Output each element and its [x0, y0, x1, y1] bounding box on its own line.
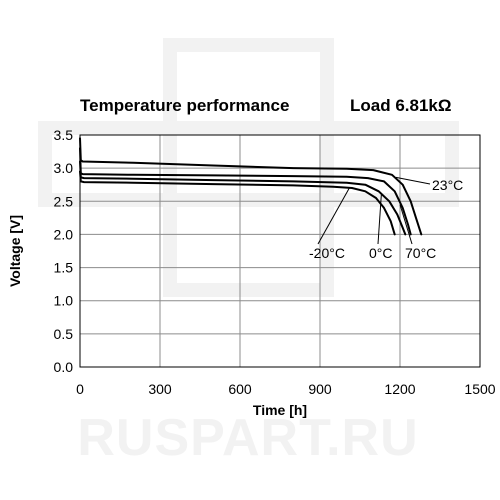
series-label-0c: 0°C	[369, 245, 393, 261]
y-tick-label: 2.5	[54, 193, 74, 209]
y-tick-label: 1.0	[54, 293, 74, 309]
y-axis-title: Voltage [V]	[7, 215, 23, 287]
y-tick-label: 1.5	[54, 260, 74, 276]
y-tick-label: 2.0	[54, 226, 74, 242]
watermark: RUSPART.RU	[38, 38, 459, 467]
plot-area	[79, 134, 481, 368]
y-tick-label: 0.5	[54, 326, 74, 342]
chart-title: Temperature performance	[80, 96, 289, 115]
y-tick-label: 3.0	[54, 160, 74, 176]
series-line-0c	[79, 160, 407, 236]
series-line-minus20c	[79, 170, 396, 236]
grid-lines	[80, 135, 480, 367]
x-tick-label: 1200	[384, 381, 415, 397]
x-tick-label: 300	[148, 381, 172, 397]
series-label-minus20c: -20°C	[309, 245, 345, 261]
y-tick-label: 0.0	[54, 359, 74, 375]
x-axis-title: Time [h]	[253, 402, 307, 418]
series-label-23c: 23°C	[432, 177, 463, 193]
chart-subtitle: Load 6.81kΩ	[350, 96, 452, 115]
x-tick-label: 900	[308, 381, 332, 397]
series-line-70c	[79, 147, 412, 236]
x-tick-label: 0	[76, 381, 84, 397]
leader-line-0c	[377, 194, 382, 245]
x-tick-label: 1500	[464, 381, 495, 397]
watermark-cross-shape	[38, 38, 459, 297]
series-line-23c	[79, 137, 423, 236]
leader-line-minus20c	[317, 187, 350, 245]
series-label-70c: 70°C	[405, 245, 436, 261]
x-tick-label: 600	[228, 381, 252, 397]
leader-line-23c	[395, 176, 431, 185]
series-lines	[79, 137, 423, 236]
y-tick-label: 3.5	[54, 127, 74, 143]
leader-line-70c	[399, 204, 413, 245]
watermark-text: RUSPART.RU	[77, 409, 418, 467]
tick-labels: 0 300 600 900 1200 1500 0.0 0.5 1.0 1.5 2.0 2.5 3.0 3…	[54, 127, 496, 397]
